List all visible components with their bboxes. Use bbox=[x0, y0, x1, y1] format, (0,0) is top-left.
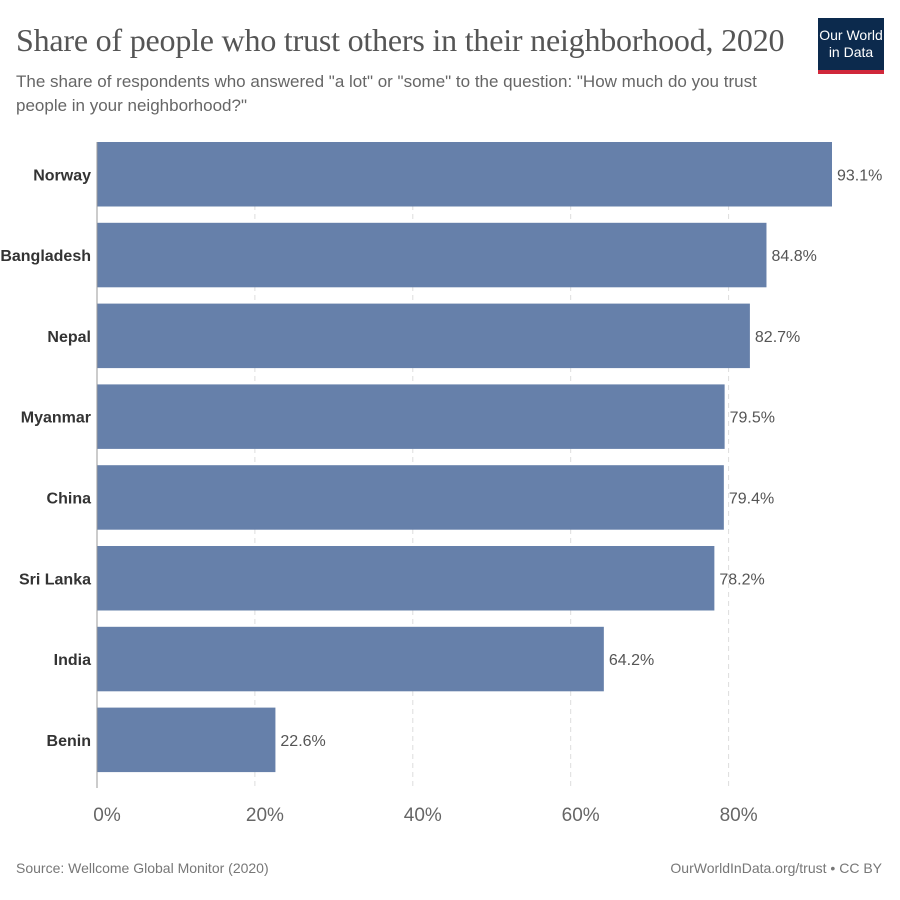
bar-india bbox=[97, 626, 604, 692]
chart-title: Share of people who trust others in thei… bbox=[16, 22, 785, 58]
logo-line-1: Our World bbox=[819, 27, 883, 43]
x-tick-label: 80% bbox=[720, 805, 758, 826]
bar-bangladesh bbox=[97, 222, 767, 288]
x-tick-label: 20% bbox=[246, 805, 284, 826]
value-label: 64.2% bbox=[609, 652, 654, 669]
x-tick-label: 60% bbox=[562, 805, 600, 826]
value-label: 93.1% bbox=[837, 167, 882, 184]
chart-subtitle: The share of respondents who answered "a… bbox=[16, 72, 757, 115]
category-label: Benin bbox=[47, 733, 91, 750]
logo-line-2: in Data bbox=[828, 44, 874, 60]
x-tick-label: 0% bbox=[93, 805, 121, 826]
value-label: 78.2% bbox=[719, 571, 764, 588]
bar-norway bbox=[97, 142, 832, 207]
bar-benin bbox=[97, 707, 276, 773]
value-label: 79.4% bbox=[729, 490, 774, 507]
credit-link[interactable]: OurWorldInData.org/trust • CC BY bbox=[670, 860, 882, 876]
source-note[interactable]: Source: Wellcome Global Monitor (2020) bbox=[16, 860, 269, 876]
value-label: 84.8% bbox=[771, 248, 816, 265]
category-label: Nepal bbox=[47, 329, 91, 346]
x-tick-label: 40% bbox=[404, 805, 442, 826]
bar-china bbox=[97, 465, 724, 530]
value-label: 82.7% bbox=[755, 329, 800, 346]
value-label: 22.6% bbox=[280, 733, 325, 750]
category-label: Norway bbox=[33, 167, 91, 184]
bar-sri-lanka bbox=[97, 546, 715, 611]
category-label: Myanmar bbox=[21, 410, 91, 427]
value-label: 79.5% bbox=[730, 410, 775, 427]
bar-nepal bbox=[97, 303, 750, 369]
bar-myanmar bbox=[97, 384, 725, 449]
owid-logo[interactable]: Our World in Data bbox=[818, 18, 884, 74]
category-label: Bangladesh bbox=[0, 248, 91, 265]
category-label: China bbox=[47, 490, 92, 507]
category-label: India bbox=[54, 652, 91, 669]
category-label: Sri Lanka bbox=[19, 571, 91, 588]
